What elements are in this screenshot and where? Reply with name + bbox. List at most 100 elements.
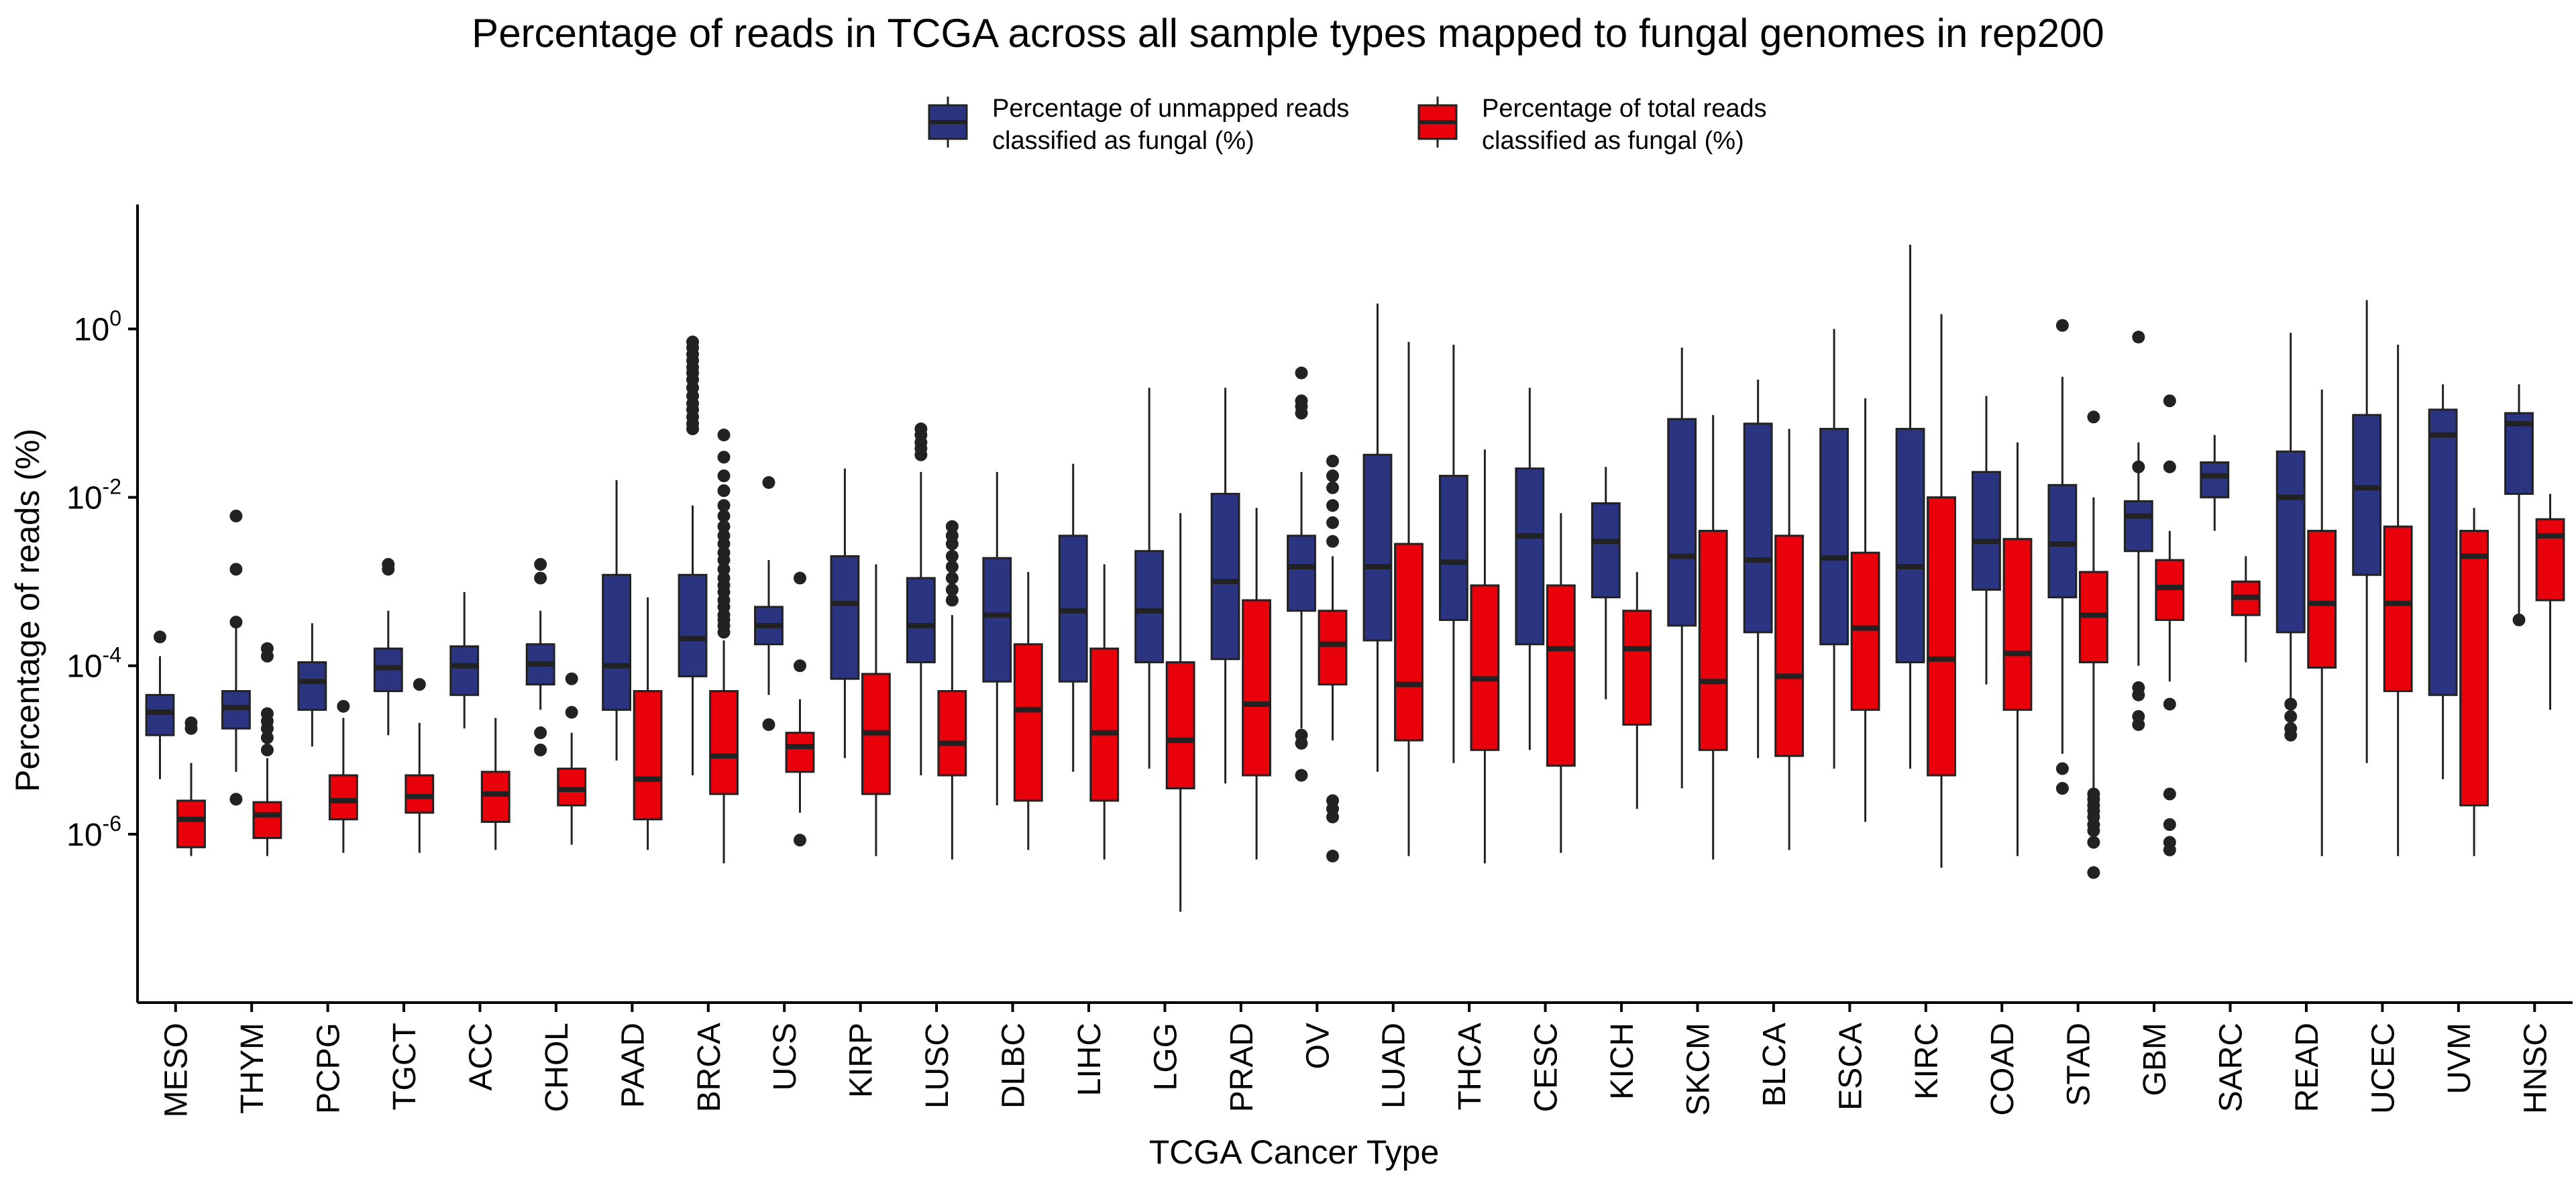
outlier-point — [2087, 410, 2100, 424]
x-tick-label: BLCA — [1757, 1023, 1792, 1107]
x-tick-label: LUSC — [920, 1023, 955, 1109]
outlier-point — [2055, 782, 2069, 795]
outlier-point — [2284, 710, 2298, 723]
box-esca-series-1 — [1819, 329, 1849, 769]
box-meso-series-2 — [176, 716, 206, 856]
box-body — [1698, 530, 1728, 751]
box-hnsc-series-1 — [2504, 384, 2534, 626]
box-body — [709, 690, 739, 795]
box-brca-series-1 — [678, 335, 708, 776]
outlier-point — [337, 699, 350, 713]
box-body — [1362, 453, 1393, 642]
box-tgct-series-1 — [373, 558, 403, 736]
box-body — [1774, 534, 1805, 757]
box-body — [1165, 661, 1195, 790]
outlier-point — [229, 563, 243, 576]
outlier-point — [945, 560, 959, 573]
outlier-point — [1295, 366, 1308, 380]
outlier-point — [2284, 697, 2298, 711]
box-ucec-series-1 — [2352, 300, 2382, 763]
box-body — [602, 573, 632, 711]
x-tick-label: CESC — [1529, 1023, 1564, 1112]
box-body — [1819, 428, 1849, 646]
box-pcpg-series-2 — [328, 699, 358, 853]
box-body — [1667, 418, 1697, 627]
outlier-point — [686, 422, 700, 436]
outlier-point — [2087, 866, 2100, 879]
y-tick-label: 10-4 — [66, 643, 121, 685]
box-ov-series-2 — [1318, 454, 1348, 862]
outlier-point — [717, 499, 731, 512]
outlier-point — [534, 726, 547, 740]
box-luad-series-2 — [1394, 341, 1424, 856]
outlier-point — [260, 743, 274, 756]
box-chol-series-2 — [557, 672, 587, 845]
box-acc-series-2 — [480, 718, 511, 850]
outlier-point — [2284, 728, 2298, 742]
box-skcm-series-2 — [1698, 414, 1728, 860]
x-tick-label: KIRP — [844, 1023, 879, 1098]
outlier-point — [793, 659, 806, 673]
box-body — [1013, 643, 1043, 802]
outlier-point — [1295, 769, 1308, 782]
legend-item-series-1: Percentage of unmapped reads classified a… — [928, 95, 1349, 155]
outlier-point — [793, 571, 806, 585]
box-body — [1850, 551, 1880, 711]
outlier-point — [762, 475, 775, 489]
outlier-point — [945, 571, 959, 585]
box-coad-series-1 — [1972, 396, 2001, 685]
legend-item-series-2: Percentage of total reads classified as f… — [1417, 95, 1767, 155]
outlier-point — [2132, 331, 2145, 344]
box-body — [2002, 538, 2033, 711]
box-body — [2428, 408, 2458, 696]
outlier-point — [717, 563, 731, 576]
outlier-point — [717, 529, 731, 543]
x-tick-label: CHOL — [539, 1023, 575, 1112]
box-body — [1438, 475, 1468, 621]
box-sarc-series-2 — [2231, 556, 2261, 663]
box-blca-series-2 — [1774, 429, 1805, 850]
x-tick-label: COAD — [1985, 1023, 2021, 1116]
box-body — [1470, 584, 1500, 751]
legend-label-line: classified as fungal (%) — [1482, 127, 1744, 155]
box-body — [2200, 461, 2230, 499]
outlier-point — [1326, 516, 1340, 529]
box-body — [2535, 518, 2565, 602]
box-body — [2383, 525, 2413, 693]
y-axis-title: Percentage of reads (%) — [9, 429, 46, 792]
box-body — [2459, 530, 2489, 807]
outlier-point — [2163, 460, 2176, 473]
box-meso-series-1 — [145, 630, 175, 779]
box-body — [1546, 584, 1576, 767]
outlier-point — [2132, 460, 2145, 473]
box-thym-series-2 — [252, 642, 282, 856]
plot-area: 10-6 10-4 10-2 100 MESO THYM PCPG TGCT ACC CHOL PA… — [66, 205, 2573, 1117]
box-lgg-series-1 — [1134, 388, 1165, 769]
x-tick-label: THCA — [1452, 1023, 1488, 1111]
box-body — [1927, 496, 1956, 777]
legend-label-line: classified as fungal (%) — [992, 127, 1254, 155]
x-tick-label: READ — [2290, 1023, 2325, 1112]
box-body — [2275, 450, 2306, 634]
box-body — [480, 771, 511, 824]
box-body — [252, 801, 282, 840]
box-thca-series-1 — [1438, 344, 1468, 763]
outlier-point — [2087, 824, 2100, 838]
box-thca-series-2 — [1470, 449, 1500, 864]
x-tick-label: DLBC — [996, 1023, 1032, 1109]
box-prad-series-2 — [1242, 508, 1272, 860]
x-tick-label: THYM — [235, 1023, 270, 1114]
outlier-point — [717, 451, 731, 464]
box-body — [906, 577, 936, 664]
outlier-point — [717, 484, 731, 498]
box-body — [1591, 502, 1621, 599]
x-tick-label: KIRC — [1909, 1023, 1945, 1100]
box-cesc-series-1 — [1515, 388, 1545, 750]
box-body — [2307, 530, 2337, 669]
box-dlbc-series-1 — [982, 471, 1012, 805]
outlier-point — [229, 793, 243, 806]
outlier-point — [1326, 534, 1340, 548]
box-body — [1394, 543, 1424, 742]
x-tick-label: PCPG — [311, 1023, 347, 1114]
